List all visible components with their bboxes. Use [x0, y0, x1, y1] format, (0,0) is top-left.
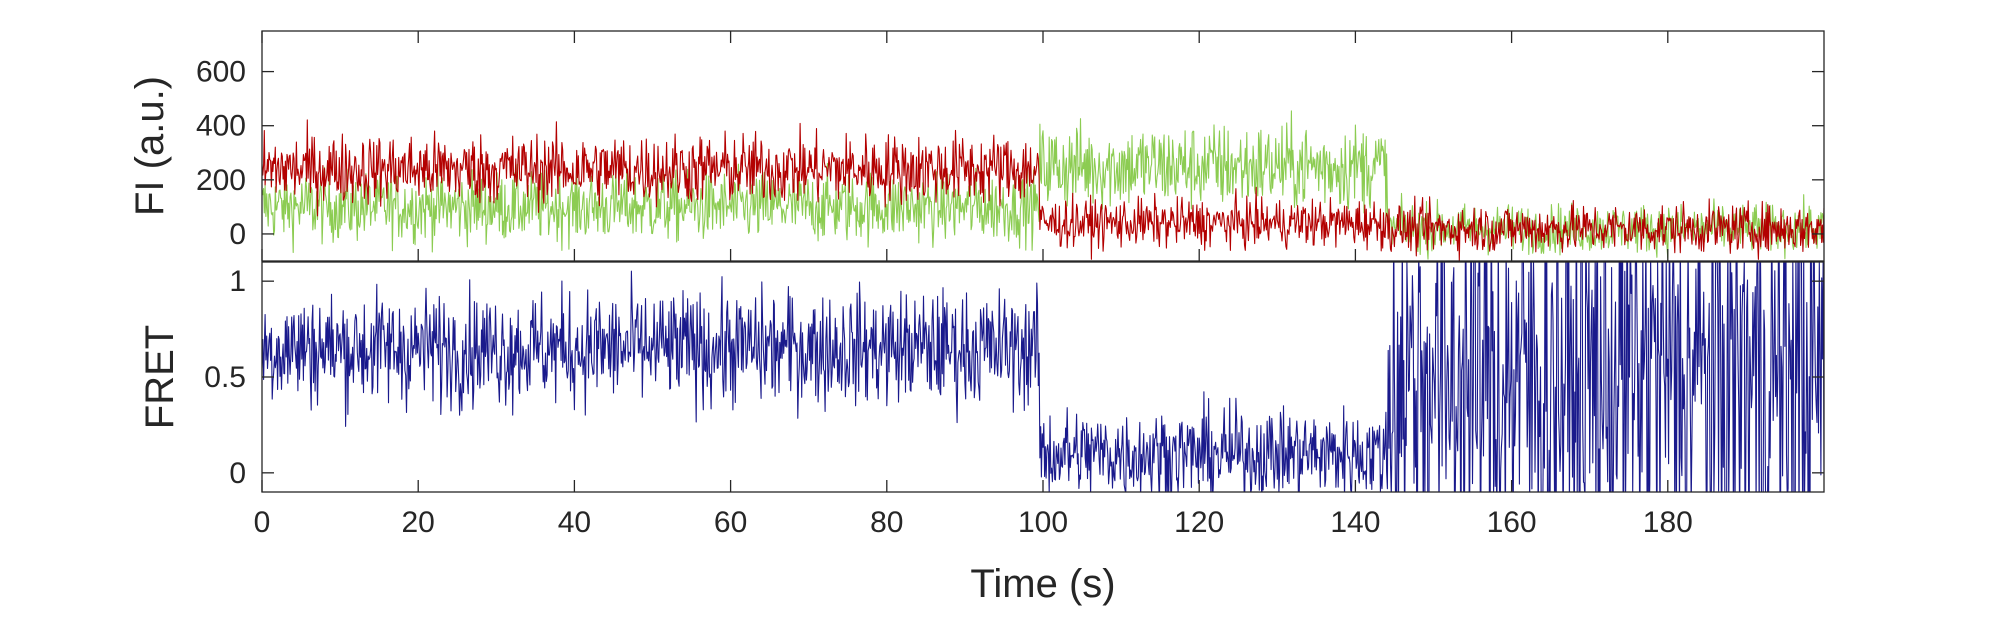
y-tick-label: 0: [229, 218, 246, 251]
y-tick-label: 0.5: [204, 361, 246, 394]
intensity-traces: [262, 110, 1824, 261]
x-tick-label: 60: [714, 506, 747, 539]
trace-line-series-1: [262, 119, 1824, 261]
x-tick-label: 160: [1487, 506, 1537, 539]
time-x-axis-label: Time (s): [970, 562, 1115, 606]
y-tick-label: 0: [229, 457, 246, 490]
x-tick-label: 140: [1330, 506, 1380, 539]
fret-y-ticks: 00.51: [204, 265, 1824, 490]
fret-traces: [262, 262, 1824, 492]
y-tick-label: 200: [196, 164, 246, 197]
intensity-y-ticks: 0 200 400 600: [196, 56, 1824, 251]
x-tick-label: 0: [254, 506, 271, 539]
x-tick-label: 120: [1174, 506, 1224, 539]
trace-line-series-0: [262, 262, 1824, 492]
y-tick-label: 400: [196, 110, 246, 143]
fret-panel: 00.51 0 20 40 60 80 100 120 140 160 180 FRET Time…: [138, 31, 1825, 606]
y-tick-label: 600: [196, 56, 246, 89]
y-tick-label: 1: [229, 265, 246, 298]
x-tick-label: 100: [1018, 506, 1068, 539]
x-tick-label: 80: [870, 506, 903, 539]
x-tick-label: 180: [1643, 506, 1693, 539]
x-tick-label: 40: [558, 506, 591, 539]
intensity-panel: 0 200 400 600 FI (a.u.): [128, 30, 1825, 262]
time-x-ticks: 0 20 40 60 80 100 120 140 160 180: [254, 31, 1693, 539]
fret-y-axis-label: FRET: [138, 325, 182, 429]
x-tick-label: 20: [402, 506, 435, 539]
intensity-y-axis-label: FI (a.u.): [128, 76, 172, 216]
